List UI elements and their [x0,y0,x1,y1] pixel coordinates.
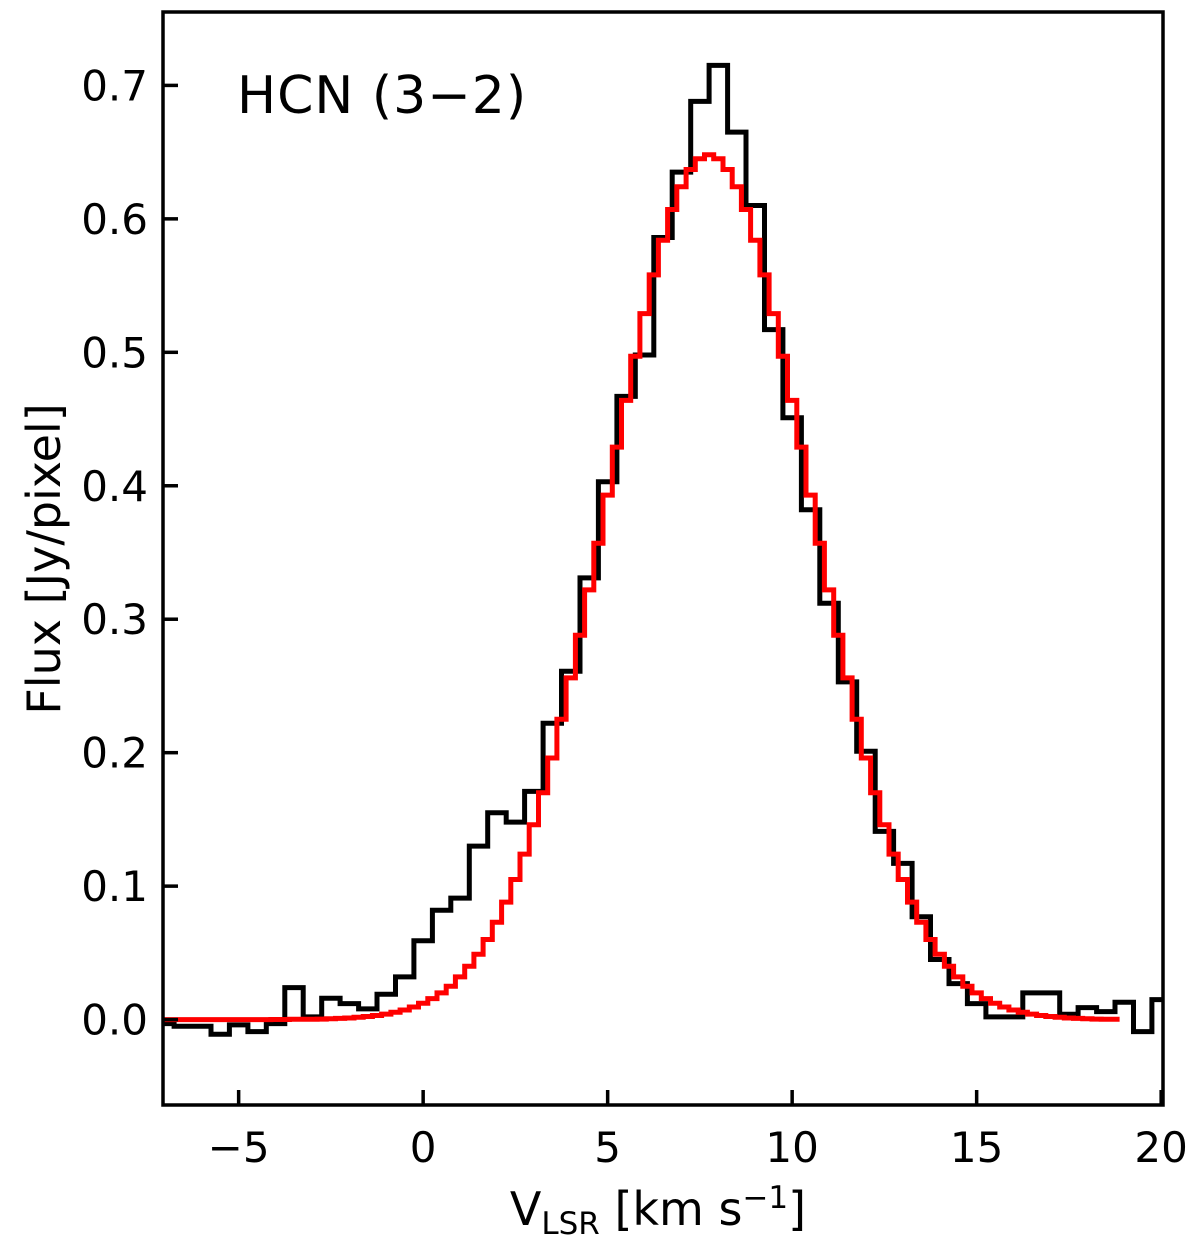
y-tick-label: 0.5 [81,328,148,377]
x-tick-label: 0 [410,1123,437,1172]
chart-title: HCN (3−2) [237,66,528,126]
y-tick-label: 0.2 [81,729,148,778]
x-tick-label: 20 [1134,1123,1187,1172]
x-label-units: [km s [599,1182,743,1236]
gaussian-fit-line [163,152,1120,1023]
observed-spectrum-line [163,62,1163,1037]
y-tick-label: 0.7 [81,61,148,110]
x-label-subscript: LSR [541,1206,600,1242]
y-axis-label: Flux [Jy/pixel] [17,403,71,715]
x-tick-label: 10 [765,1123,818,1172]
x-label-symbol: V [509,1182,542,1236]
x-tick-label: −5 [208,1123,270,1172]
x-label-bracket: ] [788,1182,807,1236]
y-tick-label: 0.1 [81,862,148,911]
plot-frame [161,10,1165,1107]
x-tick-label: 15 [950,1123,1003,1172]
x-tick-label: 5 [594,1123,621,1172]
y-tick-label: 0.0 [81,996,148,1045]
y-tick-label: 0.4 [81,462,148,511]
x-axis-label: VLSR [km s−1] [509,1180,807,1242]
y-tick-label: 0.3 [81,595,148,644]
x-label-exponent: −1 [742,1180,789,1216]
y-tick-label: 0.6 [81,195,148,244]
